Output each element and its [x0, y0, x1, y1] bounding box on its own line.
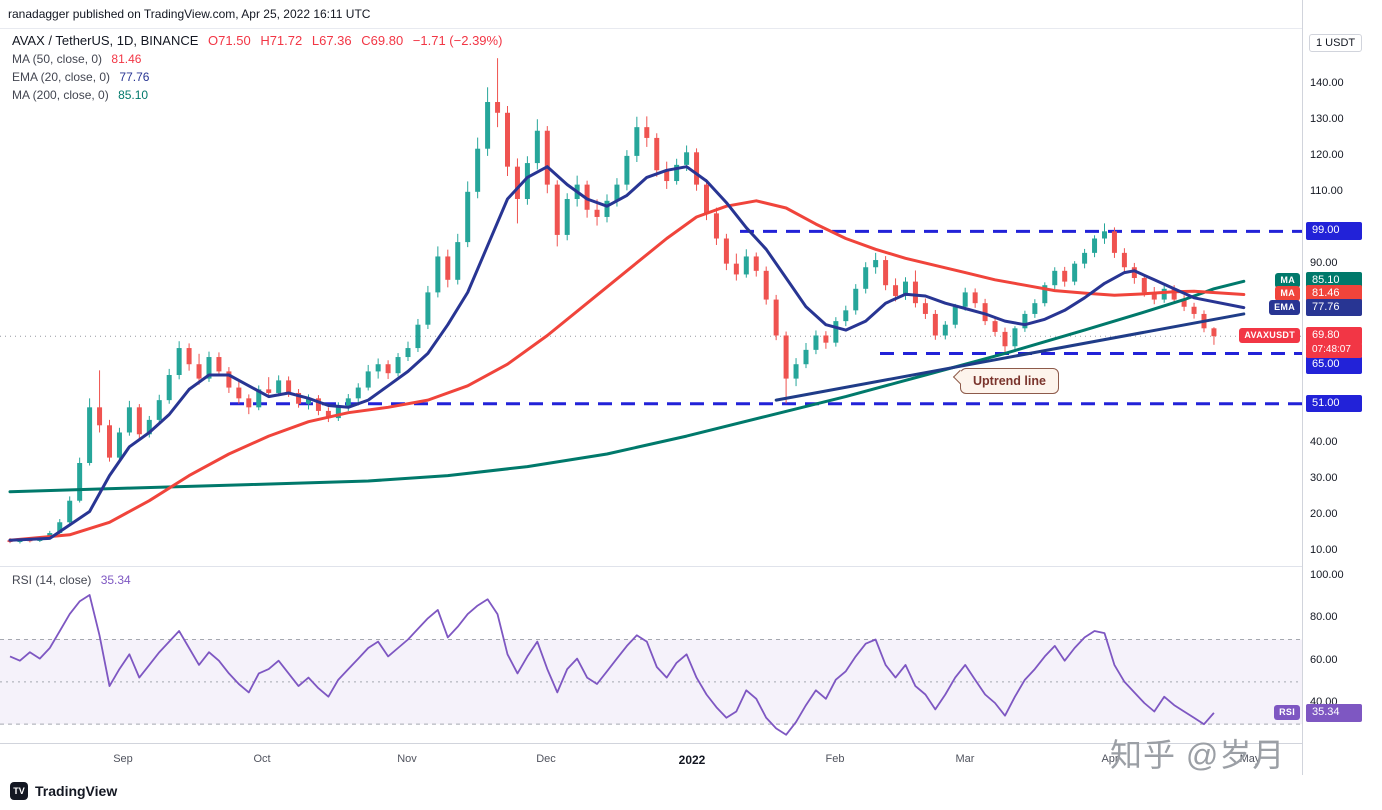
uptrend-line-callout[interactable]: Uptrend line: [960, 368, 1059, 394]
pane-separator[interactable]: [0, 566, 1382, 567]
ema20-label: EMA (20, close, 0): [12, 70, 111, 84]
price-axis-label: 40.00: [1310, 436, 1338, 449]
rsi-value: 35.34: [100, 573, 131, 587]
price-axis-label: 110.00: [1310, 184, 1343, 197]
ohlc-high: H71.72: [260, 33, 303, 48]
zhihu-watermark: 知乎 @岁月: [1110, 737, 1286, 773]
ma-200-line[interactable]: [8, 279, 1246, 494]
header-divider: [0, 28, 1382, 29]
ohlc-close: C69.80: [361, 33, 404, 48]
time-axis[interactable]: Sep Oct Nov Dec 2022 Feb Mar Apr May: [0, 743, 1382, 776]
indicator-pill: EMA: [1269, 299, 1300, 315]
ma50-label: MA (50, close, 0): [12, 52, 103, 66]
bar-countdown-badge: 07:48:07: [1306, 343, 1362, 358]
time-axis-label: Oct: [253, 753, 271, 765]
rsi-value-badge: 35.34: [1306, 703, 1362, 722]
ema-20-line[interactable]: [8, 165, 1246, 542]
ema20-value: 77.76: [119, 70, 150, 84]
rsi-axis-label: 80.00: [1310, 611, 1338, 624]
rsi-axis-label: 60.00: [1310, 653, 1338, 666]
legend: AVAX / TetherUS, 1D, BINANCE O71.50 H71.…: [12, 33, 508, 106]
time-axis-label: Dec: [536, 753, 556, 765]
price-axis-label: 10.00: [1310, 544, 1338, 556]
price-axis[interactable]: 1 USDT 140.00 130.00 120.00 110.00 90.00 40.0…: [1302, 0, 1382, 775]
rsi-line[interactable]: [9, 594, 1215, 736]
candles: [7, 58, 1217, 544]
ma-50-line[interactable]: [8, 199, 1246, 542]
legend-symbol-row[interactable]: AVAX / TetherUS, 1D, BINANCE O71.50 H71.…: [12, 33, 508, 48]
main-price-pane[interactable]: [0, 30, 1302, 567]
footer: TV TradingView: [10, 782, 117, 800]
indicator-pill: MA: [1275, 273, 1300, 289]
ohlc-change: −1.71 (−2.39%): [412, 33, 503, 48]
rsi-pane[interactable]: [0, 567, 1302, 743]
tradingview-logo-icon[interactable]: TV: [10, 782, 28, 800]
time-axis-label: Feb: [825, 753, 845, 765]
time-axis-label: Sep: [113, 753, 133, 765]
rsi-label: RSI (14, close): [12, 573, 92, 587]
indicator-pill: AVAXUSDT: [1239, 328, 1300, 344]
published-header: ranadagger published on TradingView.com,…: [8, 7, 371, 21]
unit-selector[interactable]: 1 USDT: [1309, 34, 1363, 52]
indicator-pill: MA: [1275, 286, 1300, 302]
price-axis-label: 90.00: [1310, 256, 1338, 269]
level-price-badge: 99.00: [1306, 222, 1362, 241]
time-axis-label: 2022: [678, 753, 706, 767]
rsi-legend-row[interactable]: RSI (14, close) 35.34: [12, 573, 137, 587]
level-price-badge: 51.00: [1306, 394, 1362, 413]
last-price-badge: 69.80: [1306, 327, 1362, 345]
rsi-axis-label: 100.00: [1310, 568, 1344, 581]
ohlc-low: L67.36: [311, 33, 352, 48]
legend-ema20-row[interactable]: EMA (20, close, 0) 77.76: [12, 70, 508, 84]
ohlc-open: O71.50: [208, 33, 251, 48]
price-axis-label: 120.00: [1310, 148, 1344, 161]
price-axis-label: 20.00: [1310, 508, 1338, 521]
time-axis-label: Nov: [397, 753, 417, 765]
legend-ma200-row[interactable]: MA (200, close, 0) 85.10: [12, 88, 508, 102]
price-axis-label: 140.00: [1310, 77, 1344, 90]
level-price-badge: 65.00: [1306, 356, 1362, 375]
uptrend-trendline[interactable]: [774, 312, 1246, 402]
indicator-price-badge: 77.76: [1306, 298, 1362, 317]
symbol-title: AVAX / TetherUS, 1D, BINANCE: [12, 33, 199, 48]
price-axis-label: 130.00: [1310, 112, 1344, 125]
indicator-pill: RSI: [1274, 704, 1300, 720]
ma200-value: 85.10: [118, 88, 149, 102]
time-axis-label: Mar: [955, 753, 975, 765]
time-axis-label: May: [1239, 753, 1261, 765]
price-axis-label: 30.00: [1310, 472, 1338, 485]
time-axis-label: Apr: [1101, 753, 1119, 765]
tradingview-brand[interactable]: TradingView: [35, 783, 118, 799]
legend-ma50-row[interactable]: MA (50, close, 0) 81.46: [12, 52, 508, 66]
ma200-label: MA (200, close, 0): [12, 88, 109, 102]
ma50-value: 81.46: [111, 52, 142, 66]
